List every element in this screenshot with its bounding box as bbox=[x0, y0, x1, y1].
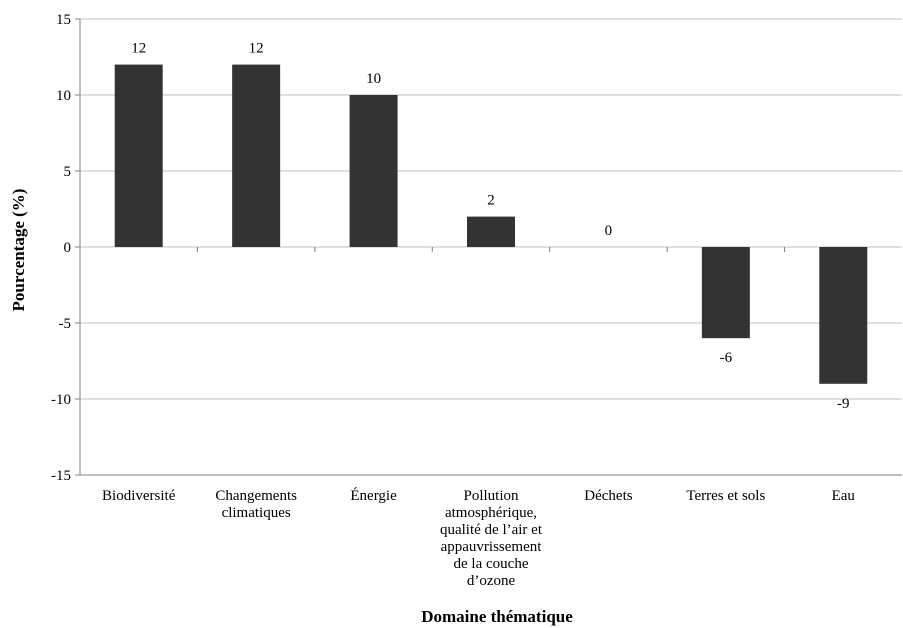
y-tick-labels: 15 10 5 0 -5 -10 -15 bbox=[51, 12, 71, 484]
data-label: 2 bbox=[487, 193, 495, 209]
data-label: -9 bbox=[837, 396, 850, 412]
y-tick-label: 15 bbox=[56, 12, 71, 28]
bar bbox=[349, 95, 398, 247]
x-category-label: Changements climatiques bbox=[215, 488, 297, 521]
y-tick-label: 10 bbox=[56, 88, 71, 104]
bars bbox=[114, 64, 868, 384]
data-label: 0 bbox=[605, 223, 613, 239]
y-axis-title: Pourcentage (%) bbox=[9, 189, 28, 312]
y-tick-label: 0 bbox=[64, 240, 72, 256]
data-label: 12 bbox=[131, 41, 146, 57]
data-label: 12 bbox=[249, 41, 264, 57]
x-category-label: Déchets bbox=[584, 488, 632, 504]
x-category-label: Eau bbox=[832, 488, 856, 504]
axes bbox=[75, 18, 902, 476]
y-tick-label: 5 bbox=[64, 164, 72, 180]
x-axis-title: Domaine thématique bbox=[421, 607, 573, 626]
bar bbox=[701, 247, 750, 339]
x-category-label: Terres et sols bbox=[686, 488, 765, 504]
data-label: 10 bbox=[366, 71, 381, 87]
bar bbox=[467, 216, 515, 247]
gridlines bbox=[80, 18, 902, 400]
y-tick-label: -10 bbox=[51, 392, 71, 408]
bar bbox=[114, 64, 163, 247]
y-tick-label: -5 bbox=[59, 316, 72, 332]
x-category-labels: Biodiversité Changements climatiques Énergi… bbox=[102, 487, 855, 589]
bar bbox=[819, 247, 868, 384]
data-labels: 12 12 10 2 0 -6 -9 bbox=[131, 41, 849, 412]
y-tick-label: -15 bbox=[51, 468, 71, 484]
x-category-label: Pollution atmosphérique, qualité de l’air … bbox=[440, 488, 543, 589]
x-category-label: Biodiversité bbox=[102, 488, 176, 504]
x-category-label: Énergie bbox=[350, 487, 397, 504]
data-label: -6 bbox=[720, 350, 733, 366]
bar bbox=[232, 64, 281, 247]
